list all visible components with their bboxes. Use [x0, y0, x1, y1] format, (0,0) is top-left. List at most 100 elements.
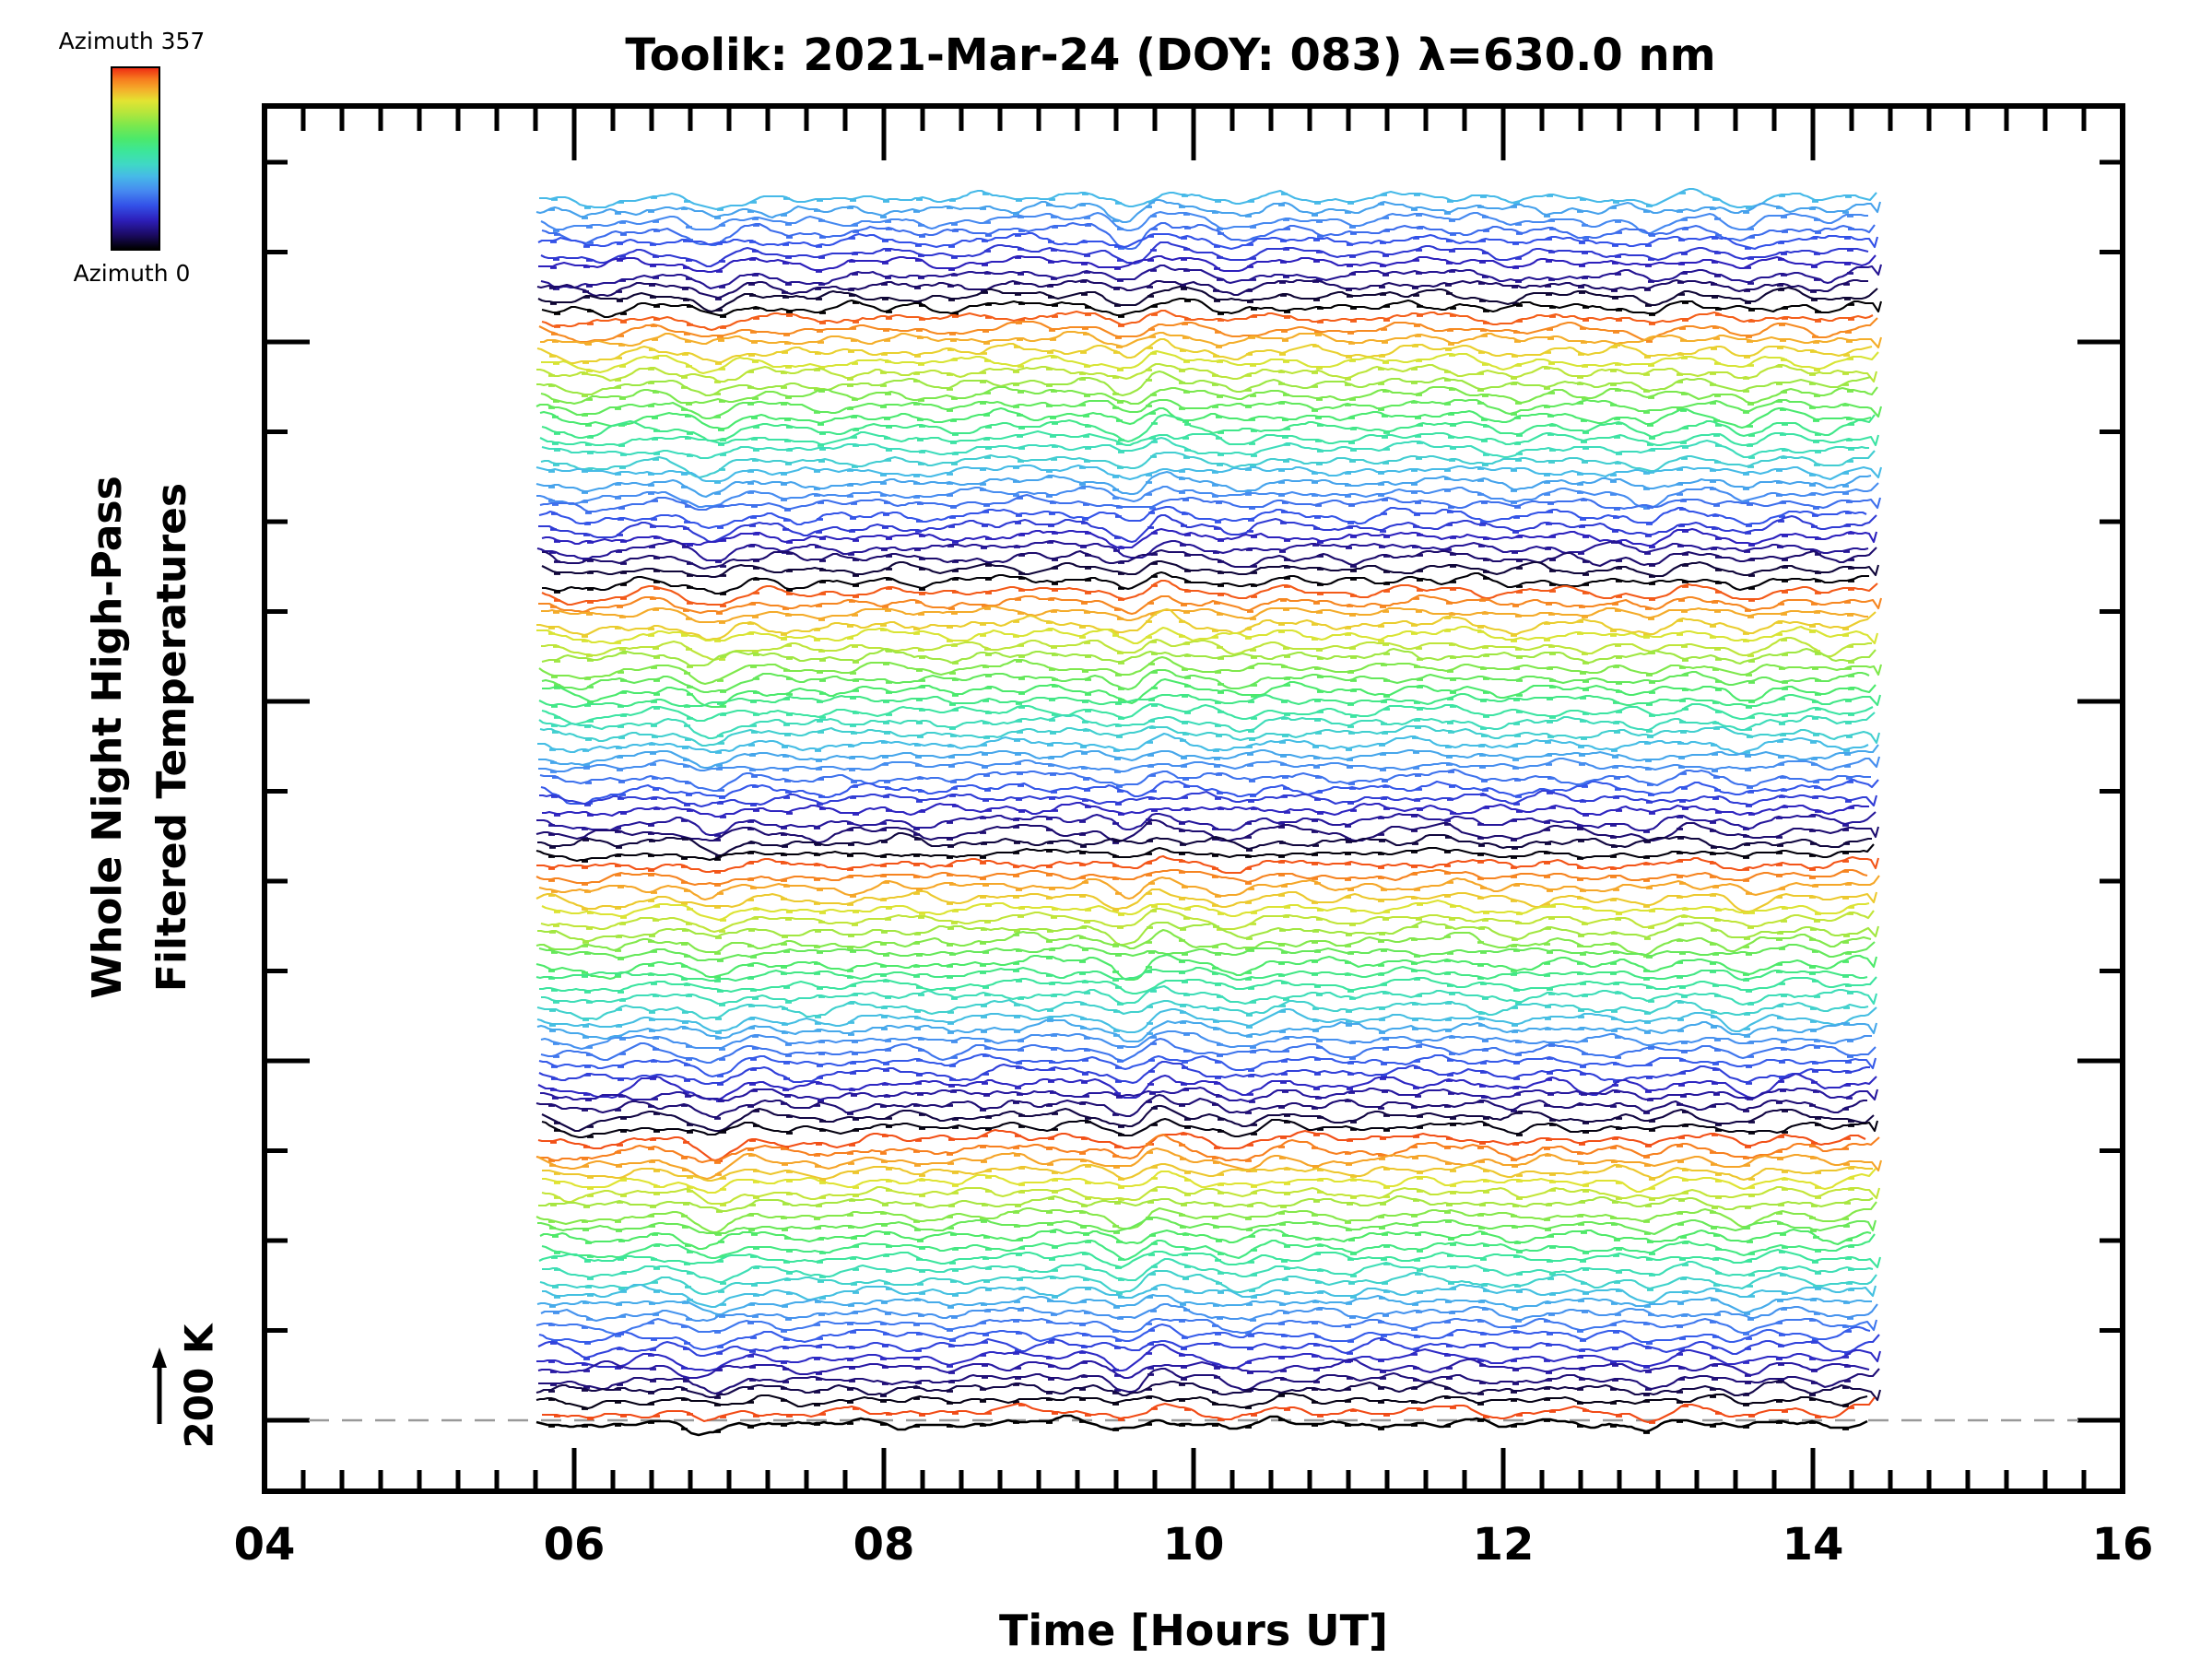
trace-sample-markers	[552, 1088, 1853, 1103]
azimuth-trace	[536, 1147, 1883, 1181]
y-axis-label-line1: Whole Night High-Pass	[84, 476, 131, 999]
trace-sample-markers	[550, 1197, 1851, 1213]
azimuth-trace	[538, 594, 1883, 616]
azimuth-trace	[535, 1317, 1878, 1336]
trace-sample-markers	[551, 322, 1852, 345]
trace-sample-markers	[553, 1042, 1853, 1063]
azimuth-trace	[541, 984, 1878, 1006]
azimuth-trace	[541, 527, 1878, 549]
trace-sample-markers	[549, 1019, 1850, 1040]
azimuth-trace	[538, 941, 1876, 962]
trace-sample-markers	[552, 433, 1853, 447]
trace-sample-markers	[553, 910, 1853, 933]
trace-sample-markers	[550, 1373, 1851, 1395]
azimuth-trace	[540, 907, 1875, 934]
azimuth-trace	[538, 1060, 1870, 1086]
trace-sample-markers	[548, 1143, 1849, 1164]
azimuth-trace	[535, 1392, 1868, 1410]
trace-sample-markers	[552, 497, 1853, 514]
trace-sample-markers	[551, 881, 1852, 898]
trace-sample-markers	[550, 1338, 1851, 1360]
azimuth-trace	[542, 801, 1869, 818]
azimuth-trace	[538, 756, 1881, 773]
x-tick-label: 16	[2092, 1519, 2154, 1571]
azimuth-trace	[540, 264, 1883, 290]
azimuth-trace	[542, 1283, 1877, 1309]
trace-sample-markers	[554, 300, 1854, 318]
azimuth-trace	[538, 1323, 1871, 1351]
azimuth-trace	[536, 278, 1868, 300]
trace-sample-markers	[550, 234, 1851, 250]
azimuth-trace	[538, 692, 1882, 709]
azimuth-trace	[537, 732, 1869, 756]
azimuth-trace	[539, 789, 1878, 808]
trace-sample-markers	[552, 333, 1853, 348]
azimuth-trace	[541, 579, 1878, 606]
scale-bar-arrow-head	[152, 1347, 167, 1368]
trace-sample-markers	[554, 313, 1854, 329]
azimuth-trace	[541, 413, 1876, 443]
x-tick-label: 08	[853, 1519, 915, 1571]
trace-sample-markers	[548, 870, 1849, 887]
azimuth-trace	[542, 571, 1869, 595]
azimuth-trace	[535, 1201, 1877, 1234]
trace-sample-markers	[554, 805, 1854, 818]
trace-sample-markers	[554, 1263, 1854, 1285]
trace-sample-markers	[548, 892, 1849, 914]
x-tick-label: 10	[1163, 1519, 1225, 1571]
azimuth-trace	[538, 655, 1883, 686]
azimuth-trace	[540, 450, 1876, 479]
trace-sample-markers	[551, 660, 1852, 682]
trace-sample-markers	[553, 990, 1853, 1006]
trace-sample-markers	[548, 1394, 1849, 1410]
trace-sample-markers	[550, 762, 1851, 773]
trace-sample-markers	[554, 530, 1854, 549]
azimuth-trace	[541, 1185, 1881, 1206]
trace-sample-markers	[554, 1288, 1854, 1306]
trace-sample-markers	[549, 1218, 1850, 1236]
trace-sample-markers	[548, 1418, 1849, 1434]
azimuth-trace	[539, 187, 1877, 211]
x-tick-label: 06	[544, 1519, 606, 1571]
trace-sample-markers	[552, 1273, 1853, 1295]
azimuth-trace	[541, 1117, 1879, 1139]
azimuth-trace	[537, 231, 1879, 251]
azimuth-trace	[541, 899, 1870, 922]
trace-sample-markers	[553, 639, 1853, 661]
trace-sample-markers	[554, 441, 1854, 459]
azimuth-trace	[541, 1233, 1876, 1262]
trace-sample-markers	[548, 970, 1849, 982]
trace-sample-markers	[548, 934, 1849, 958]
trace-sample-markers	[554, 1241, 1854, 1261]
x-tick-label: 14	[1783, 1519, 1844, 1571]
azimuth-trace	[541, 221, 1876, 251]
trace-sample-markers	[551, 192, 1852, 211]
trace-sample-markers	[554, 671, 1854, 693]
trace-sample-markers	[551, 1066, 1852, 1086]
trace-sample-markers	[550, 597, 1851, 615]
trace-sample-markers	[549, 541, 1850, 563]
azimuth-trace	[535, 1414, 1868, 1437]
azimuth-trace	[539, 1228, 1872, 1251]
trace-sample-markers	[548, 1319, 1849, 1337]
trace-sample-markers	[553, 1308, 1853, 1323]
azimuth-trace	[539, 493, 1882, 513]
trace-sample-markers	[548, 860, 1849, 874]
trace-sample-markers	[554, 650, 1854, 668]
trace-sample-markers	[551, 978, 1852, 994]
trace-sample-markers	[553, 607, 1853, 624]
azimuth-trace	[537, 920, 1880, 947]
trace-sample-markers	[551, 1251, 1852, 1269]
trace-sample-markers	[554, 584, 1854, 607]
azimuth-trace	[536, 811, 1877, 837]
trace-sample-markers	[551, 947, 1852, 962]
azimuth-trace	[535, 953, 1878, 982]
azimuth-trace	[539, 1269, 1877, 1296]
trace-sample-markers	[548, 1351, 1849, 1371]
trace-sample-markers	[553, 213, 1853, 236]
trace-sample-markers	[554, 903, 1854, 922]
azimuth-trace	[536, 1006, 1877, 1034]
azimuth-trace	[536, 1293, 1872, 1316]
